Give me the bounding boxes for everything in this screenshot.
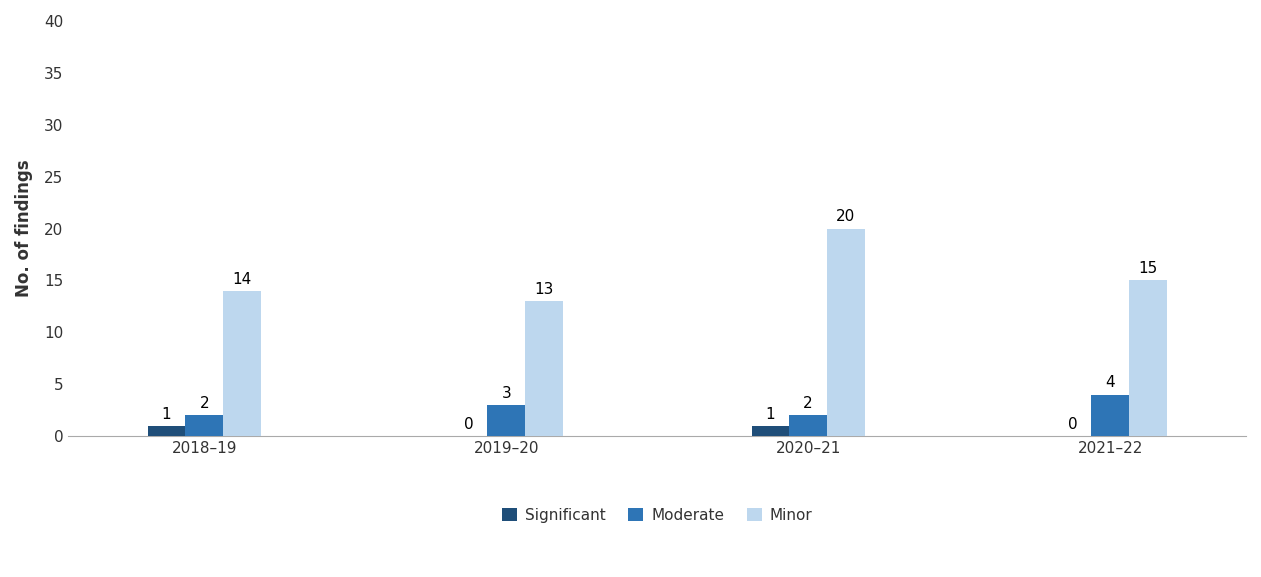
Bar [223,291,261,436]
Y-axis label: No. of findings: No. of findings [15,160,33,297]
Bar [185,415,223,436]
Bar [525,301,562,436]
Bar [148,426,185,436]
Text: 2: 2 [199,396,209,411]
Text: 14: 14 [232,272,252,287]
Text: 2: 2 [803,396,813,411]
Text: 0: 0 [1068,417,1077,432]
Text: 1: 1 [765,407,776,422]
Legend: Significant, Moderate, Minor: Significant, Moderate, Minor [496,502,818,529]
Text: 0: 0 [464,417,473,432]
Bar [752,426,789,436]
Text: 15: 15 [1139,261,1158,276]
Text: 1: 1 [161,407,171,422]
Text: 4: 4 [1106,376,1115,391]
Bar [789,415,827,436]
Bar [1129,280,1166,436]
Bar [1091,395,1129,436]
Bar [827,228,865,436]
Text: 20: 20 [836,209,855,224]
Text: 3: 3 [502,386,511,401]
Bar [487,405,525,436]
Text: 13: 13 [535,282,554,297]
